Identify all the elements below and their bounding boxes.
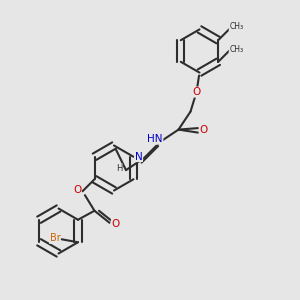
Text: O: O [192,87,201,97]
Text: CH₃: CH₃ [229,22,243,31]
Text: H: H [116,164,123,173]
Text: Br: Br [50,233,60,243]
Text: CH₃: CH₃ [229,45,243,54]
Text: HN: HN [147,134,163,144]
Text: O: O [111,219,120,229]
Text: N: N [135,152,142,162]
Text: O: O [199,125,208,136]
Text: O: O [73,185,81,195]
